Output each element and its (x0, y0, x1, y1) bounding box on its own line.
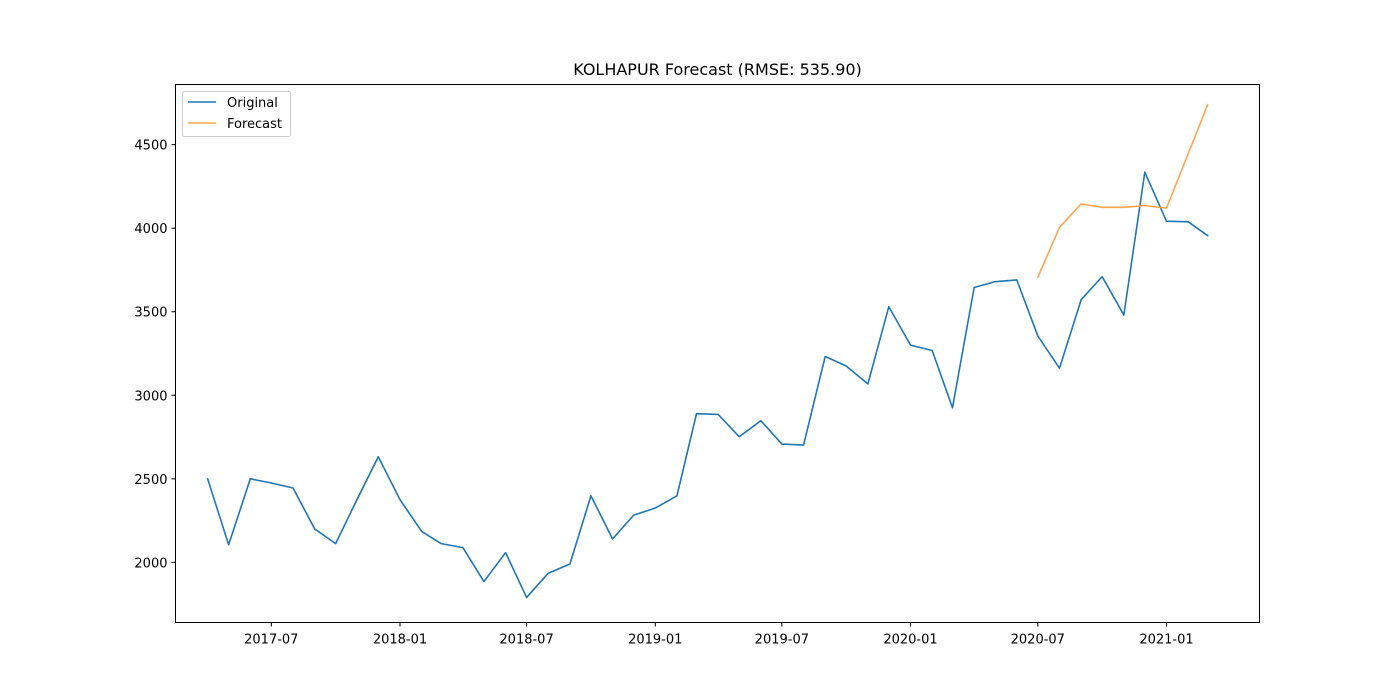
y-tick-label: 2000 (134, 556, 167, 571)
x-tick-label: 2020-07 (1011, 633, 1065, 648)
y-tick-label: 2500 (134, 473, 167, 488)
chart-title: KOLHAPUR Forecast (RMSE: 535.90) (573, 60, 862, 79)
series-line-forecast (1037, 103, 1209, 279)
x-tick-label: 2019-01 (628, 633, 682, 648)
x-tick-label: 2021-01 (1139, 633, 1193, 648)
y-axis: 2000 2500 3000 3500 4000 4500 (134, 139, 176, 571)
y-tick-label: 3500 (134, 306, 167, 321)
legend-label-forecast: Forecast (227, 117, 282, 132)
plot-area-frame (175, 84, 1260, 623)
y-tick-label: 4500 (134, 139, 167, 154)
y-tick-label: 3000 (134, 389, 167, 404)
x-tick-label: 2018-07 (499, 633, 553, 648)
x-axis: 2017-07 2018-01 2018-07 2019-01 2019-07 2020-… (244, 622, 1194, 648)
x-tick-label: 2018-01 (373, 633, 427, 648)
x-tick-label: 2019-07 (755, 633, 809, 648)
x-tick-label: 2017-07 (244, 633, 298, 648)
x-tick-label: 2020-01 (883, 633, 937, 648)
series-layer (206, 103, 1209, 599)
y-tick-label: 4000 (134, 222, 167, 237)
legend-label-original: Original (227, 96, 278, 111)
series-line-original (206, 171, 1209, 599)
legend: Original Forecast (182, 91, 291, 137)
